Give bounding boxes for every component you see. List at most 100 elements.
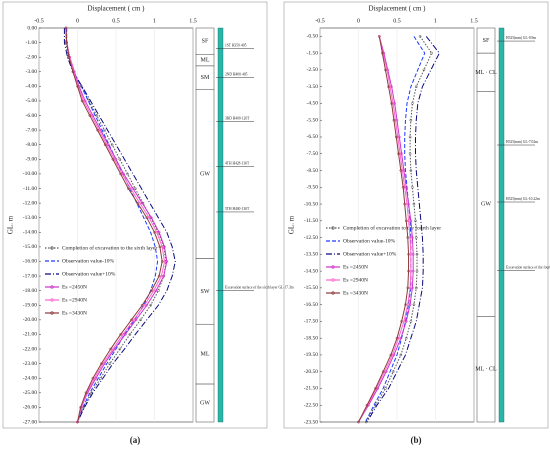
- y-tick-label: -18.50: [304, 335, 318, 341]
- y-tick-label: -14.50: [304, 268, 318, 274]
- legend-label: Es =2450N: [62, 284, 87, 290]
- series-point: [140, 303, 144, 307]
- series-point: [401, 185, 405, 189]
- legend-label: Completion of excavation to the sixth la…: [62, 244, 157, 251]
- legend-marker: [331, 226, 335, 230]
- series-point: [103, 143, 107, 147]
- annotation: H525(mm) GL-7.02m: [506, 140, 538, 144]
- series-point: [365, 403, 369, 407]
- series-point: [414, 236, 418, 239]
- legend-marker: [331, 278, 335, 282]
- series-point: [414, 85, 418, 89]
- x-tick-label: 1.5: [189, 18, 197, 24]
- series-point: [418, 35, 422, 38]
- panel-frame: [2, 1, 268, 429]
- y-tick-label: -5.00: [26, 98, 38, 104]
- series-point: [157, 274, 161, 278]
- series-point: [414, 219, 417, 223]
- y-tick-label: -16.00: [23, 259, 37, 265]
- series-point: [130, 318, 133, 322]
- y-tick-label: -4.50: [307, 101, 319, 107]
- y-tick-label: -13.50: [304, 252, 318, 258]
- x-tick-label: 1.5: [470, 18, 478, 24]
- series-point: [111, 157, 115, 161]
- series-point: [65, 41, 69, 44]
- series-point: [403, 202, 407, 206]
- legend-marker: [331, 291, 335, 295]
- y-tick-label: -2.00: [26, 54, 38, 60]
- y-tick-label: -7.00: [26, 127, 38, 133]
- y-axis-title: GL. m: [7, 215, 15, 234]
- series-line: [358, 36, 414, 423]
- y-tick-label: -0.50: [307, 34, 319, 40]
- legend-marker: [50, 246, 54, 250]
- series-line: [364, 36, 426, 423]
- annotation: 5TH H400·130T: [225, 207, 250, 211]
- series-point: [79, 406, 82, 409]
- y-tick-label: -6.00: [26, 113, 38, 119]
- soil-layer-label: SF: [483, 38, 490, 44]
- soil-layer-label: SF: [202, 39, 209, 45]
- series-point: [139, 318, 142, 322]
- legend-marker: [50, 285, 54, 289]
- annotation: H525(mm) GL-0.9m: [506, 36, 536, 40]
- legend-marker: [50, 298, 54, 302]
- series-point: [64, 26, 68, 30]
- series-point: [409, 320, 413, 323]
- legend-label: Observation value+10%: [62, 271, 116, 277]
- series-point: [408, 152, 412, 156]
- y-tick-label: -27.00: [23, 419, 37, 425]
- series-point: [406, 286, 410, 290]
- soil-layer-label: SW: [201, 289, 210, 295]
- legend-label: Observation value-10%: [343, 238, 395, 244]
- legend-marker: [331, 265, 335, 269]
- soil-layer-label: SM: [201, 75, 210, 81]
- series-point: [76, 85, 79, 88]
- series-point: [119, 333, 122, 336]
- y-tick-label: -5.50: [307, 117, 319, 123]
- series-point: [411, 185, 414, 189]
- series-point: [404, 336, 408, 340]
- series-point: [404, 303, 407, 306]
- series-point: [119, 172, 122, 176]
- annotation: 1ST H350·405: [225, 43, 247, 47]
- series-point: [110, 143, 114, 147]
- series-point: [377, 35, 381, 38]
- x-axis-title: Displacement ( cm ): [88, 5, 146, 13]
- x-tick-label: 1: [434, 18, 437, 24]
- legend-label: Completion of excavation to the fourth l…: [343, 224, 441, 231]
- series-point: [118, 157, 122, 161]
- legend-label: Observation value-10%: [62, 258, 114, 264]
- x-tick-label: 0: [76, 18, 79, 24]
- series-point: [126, 187, 130, 190]
- series-point: [414, 286, 418, 290]
- x-tick-label: 1: [153, 18, 156, 24]
- y-tick-label: -10.00: [23, 171, 37, 177]
- y-tick-label: -23.50: [304, 419, 318, 425]
- series-point: [374, 387, 377, 390]
- series-point: [149, 303, 152, 307]
- soil-layer-label: ML · CL: [475, 367, 497, 373]
- soil-layer-label: ML: [201, 352, 210, 358]
- series-point: [67, 55, 71, 59]
- series-point: [411, 102, 414, 105]
- y-tick-label: -12.00: [23, 200, 37, 206]
- y-tick-label: -7.50: [307, 151, 319, 157]
- series-line: [65, 27, 168, 423]
- series-point: [399, 353, 403, 357]
- series-point: [128, 333, 132, 336]
- series-point: [150, 289, 153, 293]
- x-tick-label: 0: [357, 18, 360, 24]
- annotation: 3RD H400·120T: [225, 116, 250, 120]
- y-tick-label: -25.00: [23, 390, 37, 396]
- series-point: [80, 99, 84, 103]
- soil-layer-label: GW: [200, 171, 210, 177]
- y-tick-label: -8.50: [307, 168, 319, 174]
- y-tick-label: -14.00: [23, 230, 37, 236]
- y-tick-label: -20.00: [23, 317, 37, 323]
- legend-label: Es =3430N: [343, 290, 368, 296]
- y-tick-label: -3.50: [307, 84, 319, 90]
- series-point: [397, 152, 400, 156]
- series-point: [399, 169, 403, 172]
